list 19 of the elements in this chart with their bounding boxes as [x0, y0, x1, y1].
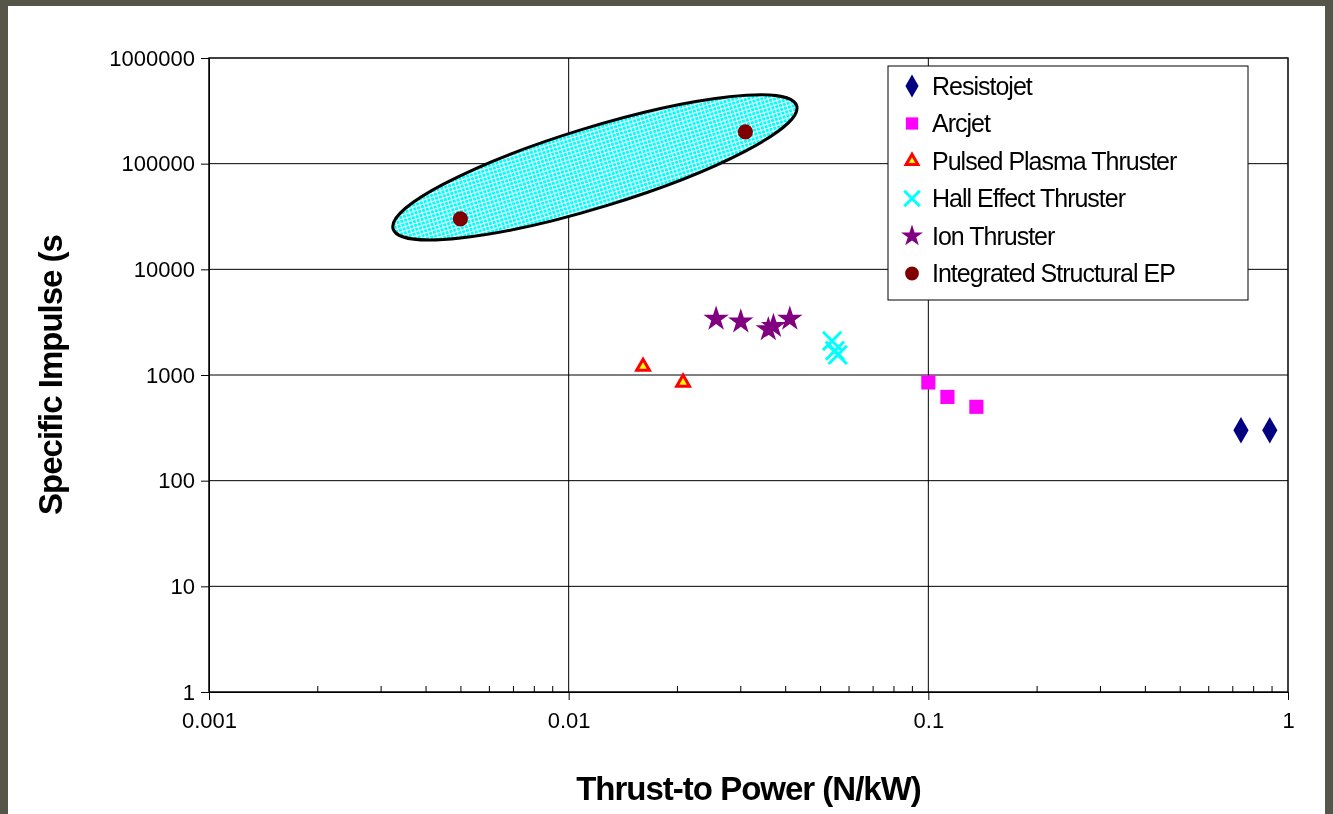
x-tick-label: 0.1	[913, 708, 945, 733]
legend-label: Hall Effect Thruster	[932, 184, 1126, 213]
x-tick-label: 0.001	[181, 708, 238, 733]
y-tick-label: 1000000	[109, 45, 195, 71]
x-tick-label: 0.01	[547, 708, 591, 733]
x-axis-title: Thrust-to Power (N/kW)	[576, 770, 921, 807]
y-tick-label: 10000	[133, 256, 195, 282]
x-tick-label: 1	[1282, 708, 1295, 733]
legend-label: Arcjet	[932, 109, 991, 138]
legend-label: Resistojet	[932, 71, 1033, 100]
y-tick-label: 100000	[121, 151, 195, 177]
legend-label: Pulsed Plasma Thruster	[932, 146, 1177, 175]
y-tick-label: 1000	[146, 362, 195, 388]
legend-label: Integrated Structural EP	[932, 259, 1176, 288]
y-tick-label: 1	[182, 679, 195, 705]
y-axis-title: Specific Impulse (s	[32, 235, 69, 515]
y-tick-label: 100	[158, 468, 195, 494]
legend-label: Ion Thruster	[932, 221, 1055, 250]
y-tick-label: 10	[170, 573, 195, 599]
